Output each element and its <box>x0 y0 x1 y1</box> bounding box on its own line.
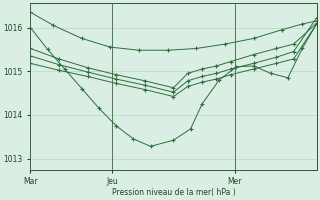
X-axis label: Pression niveau de la mer( hPa ): Pression niveau de la mer( hPa ) <box>112 188 235 197</box>
